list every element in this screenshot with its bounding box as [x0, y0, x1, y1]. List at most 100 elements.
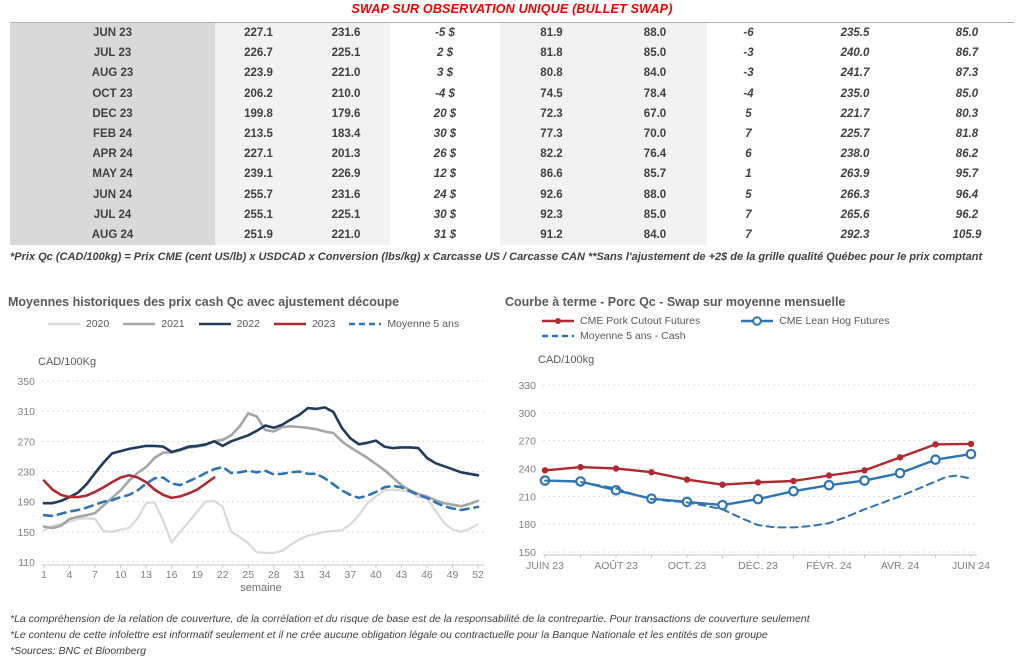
table-cell: 210.0 — [302, 83, 390, 104]
legend-item: 2022 — [198, 318, 260, 330]
table-cell: 81.8 — [955, 128, 979, 141]
table-cell: 95.7 — [955, 168, 979, 181]
table-cell: 226.9 — [302, 164, 390, 185]
table-cell: 85.0 — [955, 27, 979, 40]
svg-text:270: 270 — [17, 436, 35, 448]
table-cell: 231.6 — [302, 22, 390, 44]
svg-text:240: 240 — [518, 464, 536, 476]
svg-text:22: 22 — [217, 569, 229, 581]
svg-text:270: 270 — [518, 436, 536, 448]
table-row: AUG 23 223.9 221.0 3 $ 80.8 84.0 -3 241.7 87.3 — [10, 63, 1014, 84]
table-cell: 3 $ — [437, 67, 453, 80]
table-row: AUG 24 251.9 221.0 31 $ 91.2 84.0 7 292.3 105.9 — [10, 224, 1014, 246]
table-cell: 266.3 — [840, 188, 870, 201]
table-cell: 255.7 — [215, 184, 302, 205]
svg-text:150: 150 — [17, 527, 35, 539]
table-cell: 231.6 — [302, 184, 390, 205]
month-cell: OCT 23 — [10, 83, 215, 104]
table-row: MAY 24 239.1 226.9 12 $ 86.6 85.7 1 263.9 95.7 — [10, 164, 1014, 185]
right-chart-title: Courbe à terme - Porc Qc - Swap sur moye… — [505, 295, 846, 309]
table-cell: 7 — [745, 228, 752, 241]
table-cell: 80.8 — [500, 63, 603, 84]
table-cell: 72.3 — [500, 103, 603, 124]
table-cell: 31 $ — [433, 228, 457, 241]
month-cell: AUG 23 — [10, 63, 215, 84]
table-cell: 88.0 — [603, 184, 707, 205]
table-cell: 67.0 — [603, 103, 707, 124]
table-cell: 226.7 — [215, 43, 302, 64]
table-cell: 223.9 — [215, 63, 302, 84]
svg-text:49: 49 — [447, 569, 459, 581]
table-cell: 221.7 — [840, 107, 870, 120]
table-cell: 241.7 — [840, 67, 870, 80]
svg-text:210: 210 — [518, 491, 536, 503]
legend-item: 2023 — [273, 318, 336, 330]
svg-text:43: 43 — [396, 569, 408, 581]
table-cell: 265.6 — [840, 208, 870, 221]
table-cell: -5 $ — [435, 27, 455, 40]
right-chart-unit-label: CAD/100kg — [538, 354, 595, 366]
legend-item: 2020 — [47, 318, 110, 330]
report-title: SWAP SUR OBSERVATION UNIQUE (BULLET SWAP… — [351, 2, 673, 16]
month-cell: JUL 24 — [10, 204, 215, 225]
svg-text:52: 52 — [472, 569, 484, 581]
disclaimer-line: *La compréhension de la relation de couv… — [10, 613, 810, 625]
month-cell: DEC 23 — [10, 103, 215, 124]
table-cell: 292.3 — [840, 228, 870, 241]
svg-text:7: 7 — [92, 569, 98, 581]
table-cell: 7 — [745, 128, 752, 141]
table-cell: 221.0 — [302, 63, 390, 84]
table-cell: 238.0 — [840, 148, 870, 161]
right-chart-legend: CME Pork Cutout Futures CME Lean Hog Futu… — [505, 315, 1024, 342]
table-cell: 206.2 — [215, 83, 302, 104]
legend-item: Moyenne 5 ans — [349, 318, 460, 330]
table-cell: 81.9 — [500, 22, 603, 44]
table-cell: 84.0 — [603, 224, 707, 246]
table-cell: 225.1 — [302, 43, 390, 64]
table-row: DEC 23 199.8 179.6 20 $ 72.3 67.0 5 221.7 80.3 — [10, 103, 1014, 124]
table-cell: 221.0 — [302, 224, 390, 246]
table-cell: 227.1 — [215, 144, 302, 165]
month-cell: JUN 23 — [10, 22, 215, 44]
svg-text:25: 25 — [242, 569, 254, 581]
svg-text:10: 10 — [115, 569, 127, 581]
table-cell: 80.3 — [955, 107, 979, 120]
table-cell: 105.9 — [952, 228, 982, 241]
month-cell: JUL 23 — [10, 43, 215, 64]
table-cell: 225.1 — [302, 204, 390, 225]
table-cell: 240.0 — [840, 47, 870, 60]
disclaimer-line: *Le contenu de cette infolettre est info… — [10, 628, 768, 641]
legend-item: CME Pork Cutout Futures — [541, 315, 700, 327]
table-cell: -4 $ — [435, 87, 455, 100]
table-cell: 235.5 — [840, 27, 870, 40]
table-cell: 2 $ — [437, 47, 453, 60]
svg-text:19: 19 — [191, 569, 203, 581]
table-cell: -6 — [743, 27, 754, 40]
left-chart-title: Moyennes historiques des prix cash Qc av… — [8, 295, 400, 309]
table-cell: 5 — [745, 188, 752, 201]
swap-table: JUN 23 227.1 231.6 -5 $81.9 88.0 -6 235.5 85.0 J… — [10, 22, 1014, 246]
table-row: JUL 23 226.7 225.1 2 $ 81.8 85.0 -3 240.0 86.7 — [10, 43, 1014, 64]
table-cell: 92.6 — [500, 184, 603, 205]
table-cell: 88.0 — [603, 22, 707, 44]
forward-curve-chart: 150 180 210 240 270 300 330 JUIN 23 AOÛT 23 OCT. … — [518, 380, 990, 572]
left-chart-legend: 2020 2021 2022 2023 Moyenne 5 ans — [8, 318, 498, 330]
table-cell: 30 $ — [433, 128, 457, 141]
month-cell: MAY 24 — [10, 164, 215, 185]
table-cell: 85.0 — [603, 43, 707, 64]
table-cell: 1 — [745, 168, 752, 181]
table-cell: 85.7 — [603, 164, 707, 185]
legend-item: CME Lean Hog Futures — [740, 315, 890, 327]
table-cell: 77.3 — [500, 123, 603, 145]
svg-text:300: 300 — [518, 408, 536, 420]
table-cell: 179.6 — [302, 103, 390, 124]
table-row: FEB 24 213.5 183.4 30 $ 77.3 70.0 7 225.7 81.8 — [10, 123, 1014, 145]
table-cell: 251.9 — [215, 224, 302, 246]
svg-text:13: 13 — [140, 569, 152, 581]
table-cell: 24 $ — [433, 188, 457, 201]
svg-text:OCT. 23: OCT. 23 — [668, 560, 707, 572]
month-cell: AUG 24 — [10, 224, 215, 246]
table-cell: 26 $ — [433, 148, 457, 161]
table-cell: 87.3 — [955, 67, 979, 80]
